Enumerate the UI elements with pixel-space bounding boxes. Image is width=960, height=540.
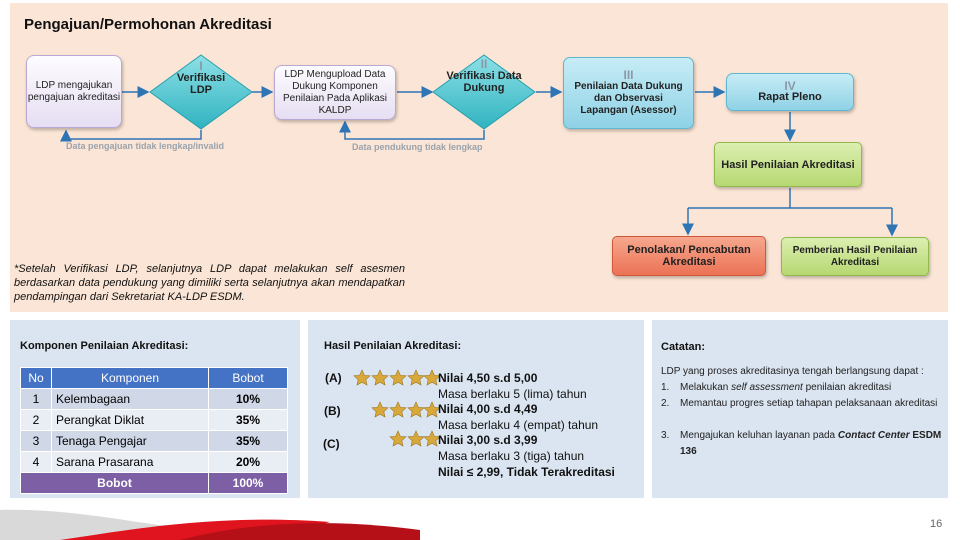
table-footer: Bobot 100%: [20, 472, 288, 494]
node-numeral: IV: [784, 79, 796, 93]
table-row: 4 Sarana Prasarana 20%: [20, 451, 288, 473]
fail-grade: Nilai ≤ 2,99, Tidak Terakreditasi: [438, 465, 615, 479]
grade-label: (B): [324, 404, 341, 418]
note-text: Mengajukan keluhan layanan pada: [680, 430, 838, 441]
flow-node: Hasil Penilaian Akreditasi: [714, 142, 862, 187]
flow-node: LDP mengajukan pengajuan akreditasi: [26, 55, 122, 128]
grade-validity: Masa berlaku 5 (lima) tahun: [438, 387, 587, 401]
panel-title: Komponen Penilaian Akreditasi:: [20, 340, 189, 352]
flow-node: IV Rapat Pleno: [726, 73, 854, 111]
grade-validity: Masa berlaku 3 (tiga) tahun: [438, 449, 585, 463]
stars: [353, 369, 440, 447]
flow-node: II Verifikasi Data Dukung: [446, 58, 522, 94]
notes-intro: LDP yang proses akreditasinya tengah ber…: [661, 366, 924, 377]
table-header: No Komponen Bobot: [20, 367, 288, 389]
loop-arrow: [339, 120, 485, 140]
node-label: Hasil Penilaian Akreditasi: [721, 158, 855, 171]
table-cell: Tenaga Pengajar: [51, 430, 209, 452]
note-item: Memantau progres setiap tahapan pelaksan…: [680, 396, 942, 412]
table-row: 3 Tenaga Pengajar 35%: [20, 430, 288, 452]
footer-cell: Bobot: [20, 472, 209, 494]
components-table: No Komponen Bobot 1 Kelembagaan 10% 2 Perang…: [20, 367, 288, 494]
header-cell: Bobot: [208, 367, 288, 389]
note-item: Melakukan self assessment penilaian akre…: [680, 380, 942, 396]
loop-arrow: [60, 129, 202, 142]
table-row: 1 Kelembagaan 10%: [20, 388, 288, 410]
panel-title: Catatan:: [661, 341, 706, 353]
node-label: Penolakan/ Pencabutan Akreditasi: [627, 244, 751, 268]
note-text: Memantau progres setiap tahapan pelaksan…: [680, 398, 938, 409]
table-cell: 35%: [208, 409, 288, 431]
node-label: LDP Mengupload Data Dukung Komponen Peni…: [283, 68, 387, 116]
flow-lines: [60, 54, 898, 237]
diamond: [149, 54, 253, 130]
note-number: 2.: [661, 398, 670, 409]
grade-score: Nilai 4,00 s.d 4,49: [438, 402, 538, 416]
footer-cell: 100%: [208, 472, 288, 494]
node-label: Penilaian Data Dukung dan Observasi Lapa…: [574, 81, 683, 116]
flow-node: I Verifikasi LDP: [165, 60, 237, 96]
table-cell: 2: [20, 409, 52, 431]
table-cell: 10%: [208, 388, 288, 410]
diamond: [432, 54, 536, 130]
node-label: Pemberian Hasil Penilaian Akreditasi: [792, 244, 918, 268]
panel-title: Hasil Penilaian Akreditasi:: [324, 340, 462, 352]
table-cell: 20%: [208, 451, 288, 473]
notes-panel: [652, 320, 948, 498]
loop-label: Data pengajuan tidak lengkap/invalid: [66, 141, 225, 151]
node-numeral: II: [480, 57, 488, 71]
note-number: 1.: [661, 382, 670, 393]
title: Pengajuan/Permohonan Akreditasi: [24, 16, 272, 33]
grade-score: Nilai 3,00 s.d 3,99: [438, 433, 538, 447]
page-number: 16: [930, 518, 943, 530]
table-cell: Sarana Prasarana: [51, 451, 209, 473]
flow-node: LDP Mengupload Data Dukung Komponen Peni…: [274, 65, 396, 120]
note-text: Contact Center: [837, 430, 910, 441]
grade-score: Nilai 4,50 s.d 5,00: [438, 371, 538, 385]
table-row: 2 Perangkat Diklat 35%: [20, 409, 288, 431]
node-label: Verifikasi LDP: [176, 72, 226, 96]
table-cell: Kelembagaan: [51, 388, 209, 410]
table-cell: 1: [20, 388, 52, 410]
header-cell: No: [20, 367, 52, 389]
table-cell: 35%: [208, 430, 288, 452]
table-cell: 3: [20, 430, 52, 452]
node-numeral: III: [623, 68, 634, 82]
connector: [688, 208, 892, 235]
grade-label: (C): [323, 437, 340, 451]
grade-validity: Masa berlaku 4 (empat) tahun: [438, 418, 599, 432]
flow-node: Penolakan/ Pencabutan Akreditasi: [612, 236, 766, 276]
note-text: Melakukan: [680, 382, 732, 393]
table-cell: Perangkat Diklat: [51, 409, 209, 431]
flow-node: Pemberian Hasil Penilaian Akreditasi: [781, 237, 929, 276]
node-label: Rapat Pleno: [758, 91, 822, 103]
note: *Setelah Verifikasi LDP, selanjutnya LDP…: [14, 263, 405, 303]
note-number: 3.: [661, 430, 670, 441]
loop-label: Data pendukung tidak lengkap: [352, 142, 483, 152]
flow-node: III Penilaian Data Dukung dan Observasi …: [563, 57, 694, 129]
note-text: ESDM 136: [680, 430, 942, 457]
header-cell: Komponen: [51, 367, 209, 389]
node-numeral: I: [199, 59, 203, 73]
note-item: Mengajukan keluhan layanan pada Contact …: [680, 428, 942, 460]
results-panel: [308, 320, 644, 498]
decoration: [0, 509, 420, 540]
grade-label: (A): [325, 371, 342, 385]
note-text: self assessment: [731, 382, 803, 393]
table-cell: 4: [20, 451, 52, 473]
note-text: penilaian akreditasi: [802, 382, 892, 393]
node-label: LDP mengajukan pengajuan akreditasi: [27, 79, 121, 103]
node-label: Verifikasi Data Dukung: [446, 70, 522, 94]
